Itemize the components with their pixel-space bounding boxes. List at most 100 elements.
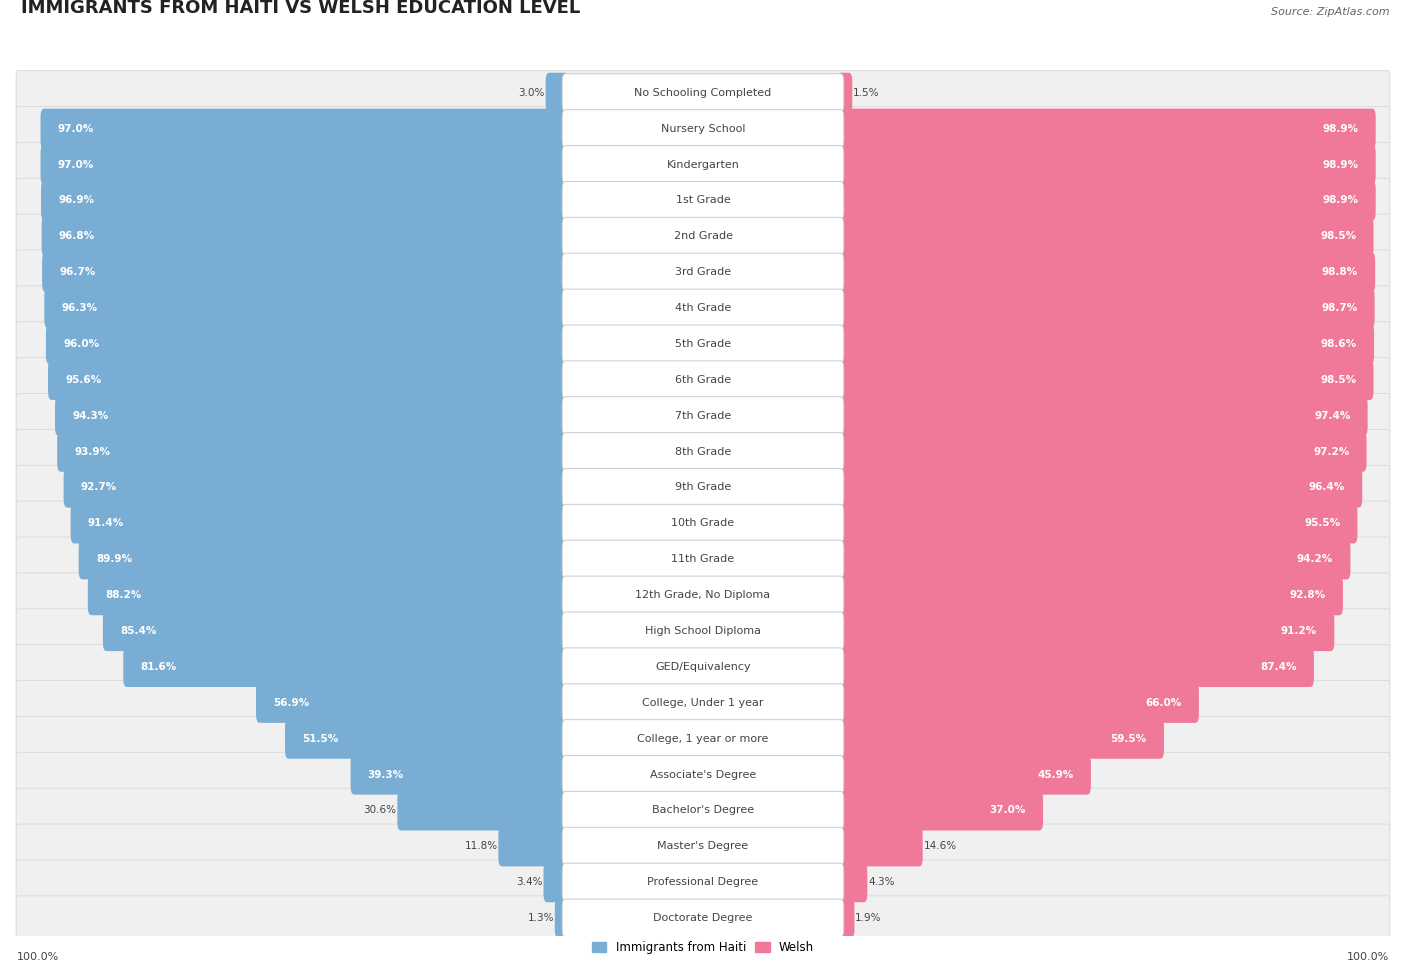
FancyBboxPatch shape [838,862,868,902]
FancyBboxPatch shape [562,504,844,542]
FancyBboxPatch shape [562,217,844,255]
Text: 96.7%: 96.7% [59,267,96,277]
FancyBboxPatch shape [58,432,568,472]
FancyBboxPatch shape [838,611,1334,651]
Text: 97.4%: 97.4% [1315,410,1350,421]
FancyBboxPatch shape [838,396,1368,436]
FancyBboxPatch shape [562,325,844,363]
FancyBboxPatch shape [562,181,844,219]
FancyBboxPatch shape [562,361,844,399]
Text: 11th Grade: 11th Grade [672,554,734,565]
Text: 96.9%: 96.9% [58,195,94,206]
FancyBboxPatch shape [838,467,1362,508]
FancyBboxPatch shape [15,70,1391,115]
FancyBboxPatch shape [838,719,1164,759]
Text: College, 1 year or more: College, 1 year or more [637,733,769,744]
FancyBboxPatch shape [562,827,844,866]
Text: 56.9%: 56.9% [273,698,309,708]
FancyBboxPatch shape [562,683,844,722]
FancyBboxPatch shape [15,250,1391,294]
FancyBboxPatch shape [838,682,1199,722]
Text: 30.6%: 30.6% [364,805,396,815]
Text: 98.6%: 98.6% [1320,339,1357,349]
FancyBboxPatch shape [15,608,1391,653]
Text: 92.8%: 92.8% [1289,590,1326,601]
FancyBboxPatch shape [546,73,568,113]
Text: 3.0%: 3.0% [519,88,546,98]
FancyBboxPatch shape [838,216,1374,256]
FancyBboxPatch shape [15,394,1391,438]
FancyBboxPatch shape [15,788,1391,833]
FancyBboxPatch shape [87,575,568,615]
Text: 45.9%: 45.9% [1038,769,1074,780]
FancyBboxPatch shape [838,253,1375,292]
FancyBboxPatch shape [15,178,1391,222]
FancyBboxPatch shape [398,791,568,831]
FancyBboxPatch shape [838,144,1375,184]
Text: 91.2%: 91.2% [1281,626,1317,636]
Text: 98.9%: 98.9% [1323,195,1358,206]
Text: 14.6%: 14.6% [924,841,956,851]
FancyBboxPatch shape [15,465,1391,510]
Text: 9th Grade: 9th Grade [675,483,731,492]
Text: No Schooling Completed: No Schooling Completed [634,88,772,98]
Text: Kindergarten: Kindergarten [666,160,740,170]
FancyBboxPatch shape [15,860,1391,905]
FancyBboxPatch shape [838,755,1091,795]
Text: 1st Grade: 1st Grade [676,195,730,206]
FancyBboxPatch shape [41,108,568,149]
FancyBboxPatch shape [838,575,1343,615]
Text: 96.3%: 96.3% [62,303,97,313]
FancyBboxPatch shape [562,433,844,471]
Text: 10th Grade: 10th Grade [672,519,734,528]
Text: 98.7%: 98.7% [1322,303,1357,313]
FancyBboxPatch shape [15,214,1391,258]
Text: 8th Grade: 8th Grade [675,447,731,456]
Text: 92.7%: 92.7% [82,483,117,492]
Text: 98.8%: 98.8% [1322,267,1358,277]
Text: 98.9%: 98.9% [1323,160,1358,170]
Text: 4th Grade: 4th Grade [675,303,731,313]
Text: 66.0%: 66.0% [1146,698,1181,708]
FancyBboxPatch shape [562,647,844,686]
FancyBboxPatch shape [562,612,844,650]
Text: 37.0%: 37.0% [990,805,1026,815]
Text: 3rd Grade: 3rd Grade [675,267,731,277]
FancyBboxPatch shape [838,360,1374,400]
FancyBboxPatch shape [15,142,1391,187]
FancyBboxPatch shape [838,539,1350,579]
FancyBboxPatch shape [41,180,568,220]
FancyBboxPatch shape [63,467,568,508]
FancyBboxPatch shape [79,539,568,579]
FancyBboxPatch shape [15,501,1391,546]
Text: IMMIGRANTS FROM HAITI VS WELSH EDUCATION LEVEL: IMMIGRANTS FROM HAITI VS WELSH EDUCATION… [21,0,581,17]
Text: 95.6%: 95.6% [65,374,101,385]
Text: 97.0%: 97.0% [58,160,94,170]
Text: 98.9%: 98.9% [1323,124,1358,134]
Text: 4.3%: 4.3% [868,878,894,887]
FancyBboxPatch shape [15,106,1391,151]
FancyBboxPatch shape [562,468,844,507]
FancyBboxPatch shape [15,681,1391,725]
Text: 1.5%: 1.5% [853,88,880,98]
Text: 1.3%: 1.3% [527,913,554,923]
Text: 6th Grade: 6th Grade [675,374,731,385]
Text: 85.4%: 85.4% [120,626,156,636]
Text: Doctorate Degree: Doctorate Degree [654,913,752,923]
FancyBboxPatch shape [256,682,568,722]
FancyBboxPatch shape [42,216,568,256]
Text: 96.0%: 96.0% [63,339,100,349]
Text: 93.9%: 93.9% [75,447,111,456]
FancyBboxPatch shape [838,503,1357,543]
Text: 94.3%: 94.3% [72,410,108,421]
Text: Source: ZipAtlas.com: Source: ZipAtlas.com [1271,7,1389,17]
FancyBboxPatch shape [285,719,568,759]
FancyBboxPatch shape [15,429,1391,474]
FancyBboxPatch shape [124,646,568,687]
FancyBboxPatch shape [46,324,568,364]
Text: 1.9%: 1.9% [855,913,882,923]
FancyBboxPatch shape [544,862,568,902]
Text: College, Under 1 year: College, Under 1 year [643,698,763,708]
Text: 96.8%: 96.8% [59,231,96,242]
FancyBboxPatch shape [562,397,844,435]
